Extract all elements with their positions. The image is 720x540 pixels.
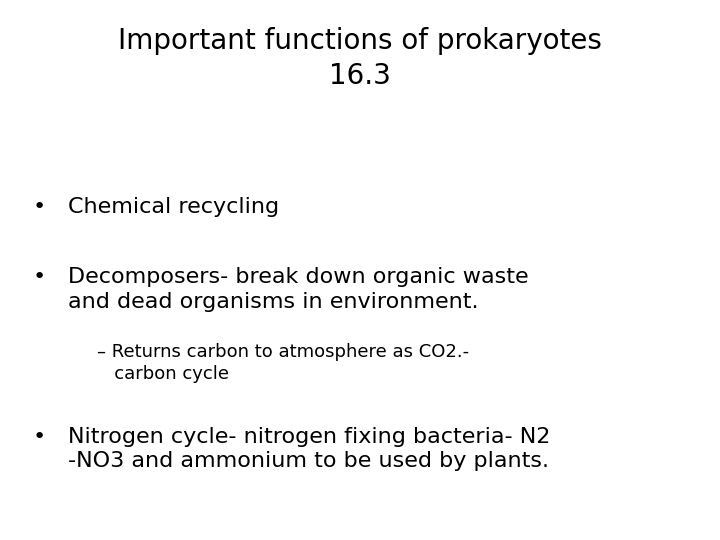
Text: Decomposers- break down organic waste
and dead organisms in environment.: Decomposers- break down organic waste an… bbox=[68, 267, 529, 312]
Text: Chemical recycling: Chemical recycling bbox=[68, 197, 279, 217]
Text: •: • bbox=[33, 267, 46, 287]
Text: Nitrogen cycle- nitrogen fixing bacteria- N2
-NO3 and ammonium to be used by pla: Nitrogen cycle- nitrogen fixing bacteria… bbox=[68, 427, 551, 471]
Text: •: • bbox=[33, 427, 46, 447]
Text: – Returns carbon to atmosphere as CO2.-
   carbon cycle: – Returns carbon to atmosphere as CO2.- … bbox=[97, 343, 469, 383]
Text: Important functions of prokaryotes
16.3: Important functions of prokaryotes 16.3 bbox=[118, 27, 602, 90]
Text: •: • bbox=[33, 197, 46, 217]
